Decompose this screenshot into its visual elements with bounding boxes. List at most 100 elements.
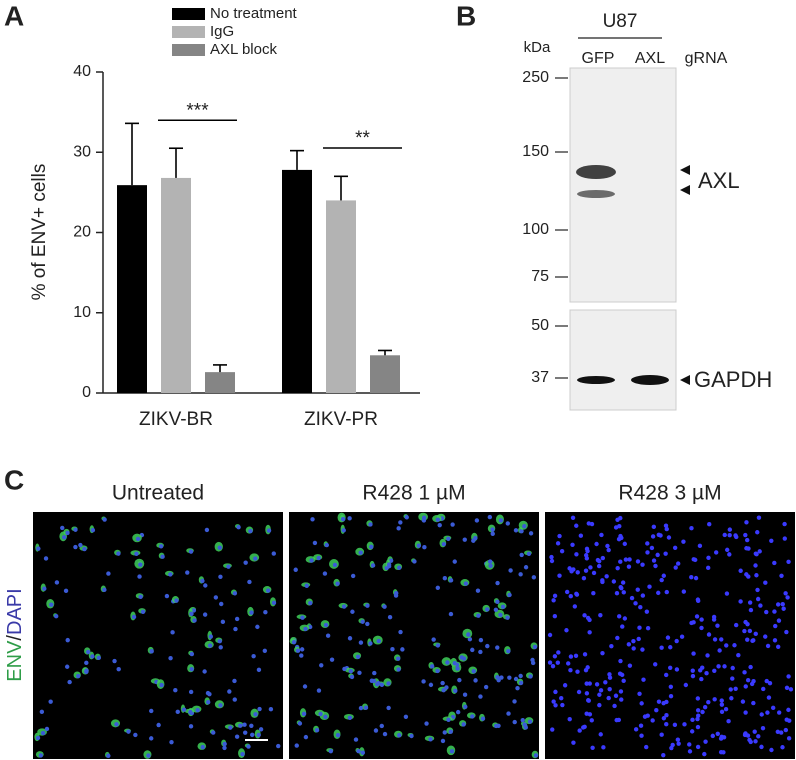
nucleus <box>256 667 262 673</box>
nucleus <box>644 609 650 614</box>
nucleus <box>192 618 197 623</box>
nucleus <box>271 551 276 556</box>
marker-ticks <box>555 77 568 379</box>
nucleus <box>621 590 626 595</box>
nucleus <box>618 689 624 694</box>
nucleus <box>582 613 587 618</box>
nucleus <box>435 668 440 674</box>
image-title: Untreated <box>112 482 204 505</box>
nucleus <box>435 585 441 590</box>
nucleus <box>587 681 592 686</box>
nucleus <box>786 559 791 565</box>
nucleus <box>772 560 777 566</box>
nucleus <box>578 533 584 538</box>
nucleus <box>555 660 561 665</box>
nucleus <box>271 600 277 606</box>
nucleus <box>718 736 724 741</box>
nucleus <box>772 609 777 614</box>
nucleus <box>90 527 96 533</box>
nucleus <box>560 702 565 708</box>
nucleus <box>679 634 685 639</box>
error-bar <box>334 175 348 201</box>
nucleus <box>512 719 517 725</box>
nucleus <box>713 550 719 555</box>
nucleus <box>552 654 558 659</box>
y-tick-label: 30 <box>73 143 91 160</box>
nucleus <box>690 717 695 723</box>
nucleus <box>775 644 781 649</box>
side-label-part: / <box>4 635 26 641</box>
nucleus <box>694 614 700 619</box>
nucleus <box>559 548 565 554</box>
nucleus <box>523 565 529 570</box>
marker-label: 150 <box>522 143 549 160</box>
nucleus <box>379 723 384 729</box>
nucleus <box>568 668 573 673</box>
nucleus <box>742 732 748 738</box>
marker-label: 50 <box>531 317 549 334</box>
nucleus <box>324 542 329 548</box>
nucleus <box>43 556 49 561</box>
nucleus <box>618 584 623 590</box>
blot-bottom <box>569 309 677 411</box>
nucleus <box>137 574 142 579</box>
nucleus <box>620 624 625 629</box>
nucleus <box>358 550 363 555</box>
nucleus <box>681 539 686 544</box>
nucleus <box>314 727 320 733</box>
nucleus <box>234 734 240 739</box>
nucleus <box>461 722 466 727</box>
nucleus <box>640 647 645 652</box>
nucleus <box>386 681 391 686</box>
nucleus <box>299 647 305 652</box>
nucleus <box>370 563 376 568</box>
nucleus <box>687 742 692 747</box>
nucleus <box>574 523 579 528</box>
nucleus <box>755 596 761 602</box>
nucleus <box>588 565 593 570</box>
nucleus <box>228 725 233 730</box>
nucleus <box>217 545 222 550</box>
nucleus <box>441 541 447 547</box>
nucleus <box>220 619 226 625</box>
nucleus <box>138 562 143 567</box>
nucleus <box>782 521 787 527</box>
nucleus <box>365 603 370 608</box>
nucleus <box>39 709 45 715</box>
nucleus <box>297 721 303 726</box>
nucleus <box>519 552 524 558</box>
cells <box>34 512 794 759</box>
nucleus <box>699 625 704 631</box>
error-bar <box>125 122 139 186</box>
nucleus <box>138 594 143 600</box>
nucleus <box>728 687 733 692</box>
nucleus <box>742 628 747 634</box>
nucleus <box>584 546 590 552</box>
nucleus <box>195 707 200 713</box>
nucleus <box>149 708 154 714</box>
nucleus <box>706 699 711 705</box>
nucleus <box>661 716 667 721</box>
nucleus <box>573 653 579 658</box>
nucleus <box>673 565 678 570</box>
nucleus <box>484 607 490 612</box>
nucleus <box>772 638 778 643</box>
nucleus <box>753 563 758 568</box>
nucleus <box>500 604 506 610</box>
nucleus <box>440 738 446 744</box>
nucleus <box>149 736 154 741</box>
nucleus <box>650 718 655 723</box>
nucleus <box>379 682 385 687</box>
nucleus <box>681 589 687 594</box>
nucleus <box>745 678 751 683</box>
side-label-part: DAPI <box>4 588 26 635</box>
nucleus <box>350 609 355 614</box>
nucleus <box>347 636 353 641</box>
nucleus <box>319 663 324 668</box>
nucleus <box>769 538 774 544</box>
nucleus <box>745 637 750 642</box>
nucleus <box>707 522 712 527</box>
nucleus <box>618 559 623 564</box>
arrowheads <box>680 165 690 385</box>
nucleus <box>204 527 210 533</box>
